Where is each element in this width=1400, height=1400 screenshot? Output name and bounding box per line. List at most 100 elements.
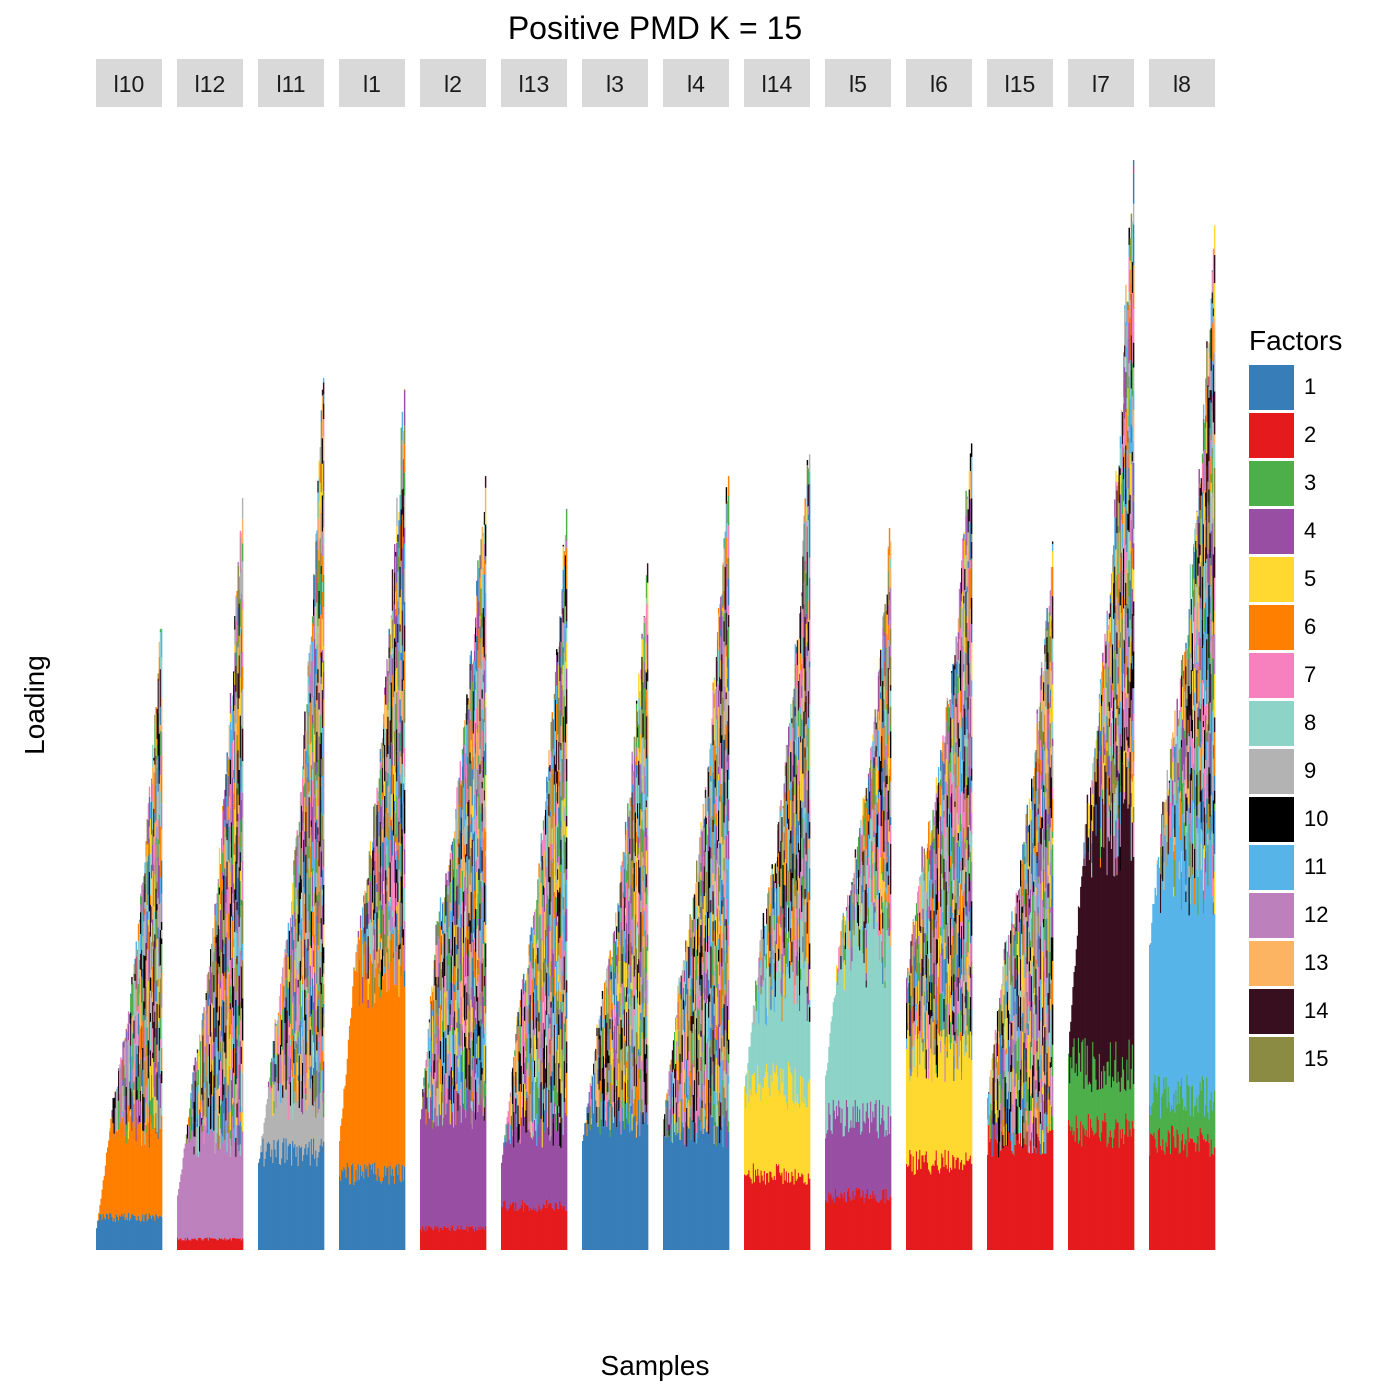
bar-segment-factor-5 (609, 980, 611, 994)
bar-segment-factor-15 (222, 1040, 224, 1070)
bar-segment-factor-12 (233, 1015, 235, 1044)
bar-segment-factor-15 (535, 1081, 537, 1119)
bar-segment-factor-10 (321, 438, 324, 464)
bar-segment-factor-6 (400, 902, 403, 927)
bar-segment-factor-5 (239, 677, 242, 716)
bar-segment-factor-6 (104, 1165, 107, 1220)
bar-segment-factor-1 (601, 1128, 604, 1250)
bar-segment-factor-1 (260, 1152, 262, 1250)
bar-segment-factor-1 (278, 1163, 281, 1250)
bar-segment-factor-3 (315, 797, 317, 823)
bar-segment-factor-13 (557, 879, 559, 890)
bar-segment-factor-11 (395, 556, 397, 592)
bar-segment-factor-6 (143, 1142, 145, 1222)
bar-segment-factor-6 (384, 973, 386, 1166)
bar-segment-factor-6 (307, 665, 309, 677)
bar-segment-factor-11 (562, 592, 565, 609)
bar-segment-factor-10 (620, 1019, 622, 1050)
bar-segment-factor-15 (618, 932, 620, 942)
bar-segment-factor-1 (236, 863, 238, 902)
bar-segment-factor-14 (154, 942, 156, 949)
bar-segment-factor-8 (546, 834, 548, 867)
bar-segment-factor-13 (233, 902, 235, 912)
bar-segment-factor-1 (309, 1165, 312, 1250)
bar-segment-factor-6 (563, 551, 566, 567)
bar-segment-factor-6 (372, 1007, 374, 1164)
bar-segment-factor-6 (391, 675, 394, 707)
bar-segment-factor-5 (294, 960, 296, 993)
bar-segment-factor-9 (287, 1119, 290, 1146)
bar-segment-factor-6 (126, 1131, 129, 1221)
bar-segment-factor-11 (563, 566, 566, 592)
bar-segment-factor-11 (310, 702, 313, 743)
bar-segment-factor-14 (318, 692, 320, 710)
bar-segment-factor-4 (383, 914, 385, 956)
bar-segment-factor-4 (425, 1124, 427, 1226)
bar-segment-factor-8 (628, 888, 630, 902)
bar-segment-factor-5 (530, 1121, 533, 1138)
bar-segment-factor-11 (537, 1060, 539, 1088)
bar-segment-factor-4 (616, 954, 618, 966)
bar-segment-factor-4 (123, 1040, 125, 1048)
bar-segment-factor-11 (131, 1056, 133, 1092)
bar-segment-factor-6 (626, 1061, 628, 1068)
bar-segment-factor-4 (310, 779, 313, 821)
bar-segment-factor-6 (483, 859, 486, 883)
bar-segment-factor-13 (298, 935, 301, 963)
bar-segment-factor-12 (219, 1030, 222, 1042)
bar-segment-factor-6 (549, 777, 551, 812)
bar-segment-factor-15 (471, 720, 474, 731)
bar-segment-factor-3 (622, 946, 625, 983)
bar-segment-factor-15 (484, 556, 487, 564)
bar-segment-factor-10 (464, 1032, 466, 1047)
bar-segment-factor-6 (483, 566, 486, 575)
bar-segment-factor-14 (623, 897, 626, 932)
bar-segment-factor-14 (321, 690, 324, 728)
bar-segment-factor-15 (459, 1023, 462, 1048)
bar-segment-factor-5 (462, 1017, 465, 1051)
bar-segment-factor-2 (240, 1240, 243, 1250)
bar-segment-factor-10 (135, 1076, 138, 1101)
bar-segment-factor-2 (467, 1231, 469, 1250)
bar-segment-factor-4 (295, 978, 297, 1021)
bar-segment-factor-9 (562, 825, 565, 854)
bar-segment-factor-5 (318, 501, 320, 541)
bar-segment-factor-7 (317, 518, 319, 551)
bar-segment-factor-3 (400, 470, 403, 510)
bar-segment-factor-1 (458, 864, 460, 905)
bar-segment-factor-11 (443, 1062, 445, 1095)
bar-segment-factor-1 (355, 1169, 357, 1250)
bar-segment-factor-7 (476, 815, 478, 835)
bar-segment-factor-14 (194, 1122, 197, 1137)
bar-segment-factor-11 (509, 1125, 512, 1144)
bar-segment-factor-9 (148, 826, 151, 839)
bar-segment-factor-6 (356, 971, 359, 1181)
bar-segment-factor-6 (319, 462, 322, 483)
bar-segment-factor-15 (480, 1080, 482, 1105)
bar-segment-factor-1 (379, 942, 382, 950)
bar-segment-factor-12 (237, 561, 239, 566)
bar-segment-factor-1 (299, 1020, 302, 1055)
bar-segment-factor-15 (202, 1125, 204, 1132)
bar-segment-factor-4 (125, 1029, 128, 1042)
bar-segment-factor-6 (465, 862, 467, 906)
bar-segment-factor-6 (370, 961, 373, 1170)
bar-segment-factor-6 (435, 1037, 437, 1044)
bar-segment-factor-4 (480, 1104, 482, 1227)
bar-segment-factor-12 (223, 1113, 225, 1130)
bar-segment-factor-6 (237, 709, 239, 751)
bar-segment-factor-5 (233, 739, 235, 747)
bar-segment-factor-9 (402, 431, 405, 432)
bar-segment-factor-10 (376, 912, 378, 952)
bar-segment-factor-6 (112, 1123, 114, 1222)
bar-segment-factor-12 (604, 1064, 606, 1079)
bar-segment-factor-14 (437, 976, 440, 988)
bar-segment-factor-8 (230, 1068, 233, 1081)
bar-segment-factor-2 (459, 1228, 462, 1250)
bar-segment-factor-5 (300, 978, 303, 1007)
bar-segment-factor-8 (288, 969, 291, 982)
bar-segment-factor-15 (556, 991, 558, 1024)
bar-segment-factor-14 (609, 1018, 611, 1030)
bar-segment-factor-2 (193, 1238, 195, 1250)
bar-segment-factor-9 (450, 862, 453, 878)
